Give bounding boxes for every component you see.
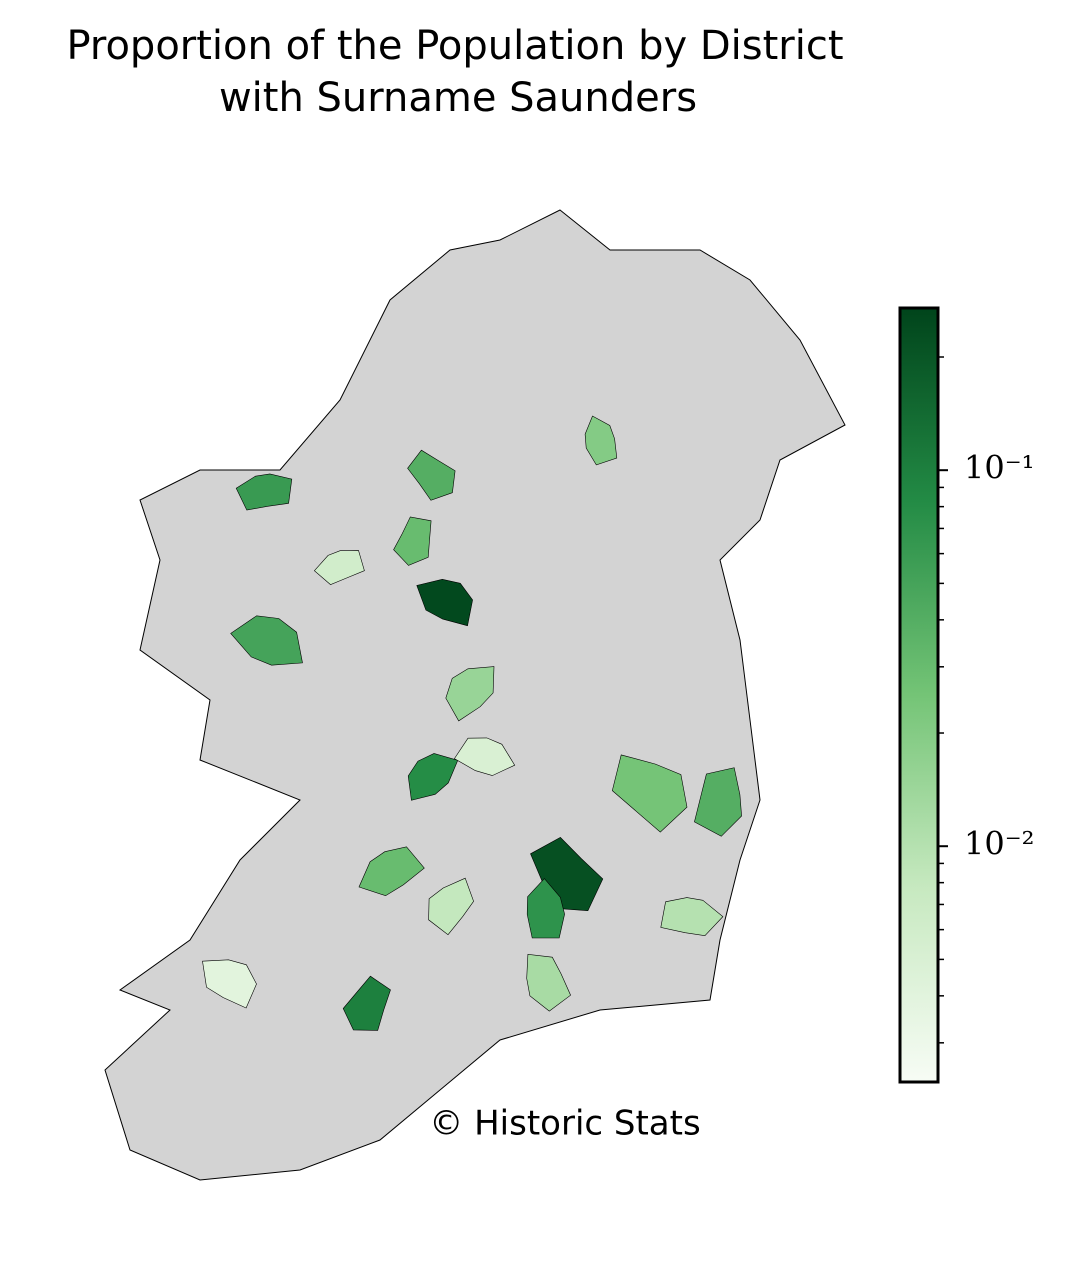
- district: [407, 449, 456, 501]
- district: [694, 767, 742, 837]
- credit: © Historic Stats: [429, 1104, 700, 1144]
- district: [526, 878, 565, 939]
- district: [235, 473, 293, 511]
- colorbar-tick-label: 10⁻²: [964, 825, 1034, 863]
- district: [416, 578, 473, 627]
- district: [230, 615, 303, 666]
- district: [453, 737, 516, 776]
- district: [202, 959, 257, 1009]
- district: [358, 846, 425, 897]
- title-line: Proportion of the Population by District: [66, 23, 843, 69]
- district: [342, 975, 391, 1031]
- colorbar-tick-label: 10⁻¹: [964, 449, 1034, 487]
- district: [445, 666, 495, 722]
- colorbar: [898, 306, 940, 1084]
- district: [428, 877, 474, 936]
- district: [611, 754, 688, 833]
- district: [526, 953, 571, 1012]
- district: [660, 897, 724, 937]
- district: [313, 550, 365, 585]
- district: [584, 415, 618, 466]
- district: [407, 753, 459, 801]
- district: [393, 516, 432, 566]
- title-line: with Surname Saunders: [219, 75, 697, 121]
